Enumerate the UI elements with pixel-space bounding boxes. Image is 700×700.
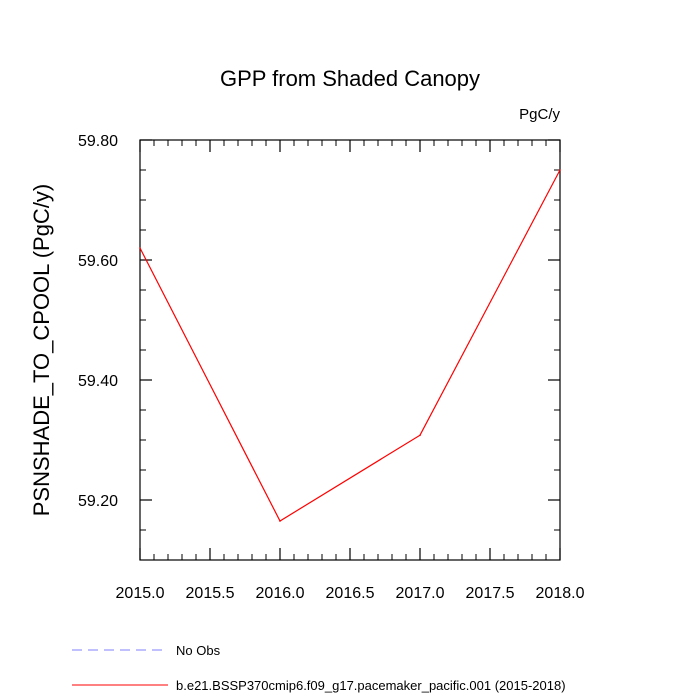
- y-tick-label: 59.20: [78, 493, 118, 510]
- x-tick-label: 2015.0: [116, 585, 165, 602]
- series-lines: [139, 169, 561, 522]
- data-point: [559, 169, 561, 171]
- legend-swatch-series: [72, 684, 168, 686]
- x-tick-label: 2017.5: [466, 585, 515, 602]
- legend-swatch-no-obs: [72, 649, 168, 651]
- series-line: [139, 169, 561, 522]
- axis-ticks: [139, 139, 561, 561]
- y-tick-label: 59.40: [78, 373, 118, 390]
- units-label: PgC/y: [519, 106, 560, 123]
- legend-label-no-obs: No Obs: [176, 642, 221, 658]
- y-axis-label: PSNSHADE_TO_CPOOL (PgC/y): [29, 183, 54, 517]
- x-tick-label: 2017.0: [396, 585, 445, 602]
- data-point: [419, 434, 421, 437]
- legend-entry-no-obs: No Obs: [72, 640, 220, 660]
- x-tick-label: 2016.5: [326, 585, 375, 602]
- x-tick-label: 2016.0: [256, 585, 305, 602]
- legend-label-series: b.e21.BSSP370cmip6.f09_g17.pacemaker_pac…: [176, 677, 566, 693]
- y-tick-label: 59.60: [78, 253, 118, 270]
- x-tick-label: 2018.0: [536, 585, 585, 602]
- x-tick-label: 2015.5: [186, 585, 235, 602]
- data-point: [279, 520, 281, 522]
- chart-title: GPP from Shaded Canopy: [219, 66, 481, 91]
- axis-tick-labels: 2015.0 2015.5 2016.0 2016.5 2017.0 2017.5 2018…: [78, 133, 585, 602]
- legend-entry-series: b.e21.BSSP370cmip6.f09_g17.pacemaker_pac…: [72, 675, 566, 695]
- plot-frame: [139, 139, 561, 561]
- data-point: [139, 247, 141, 249]
- y-tick-label: 59.80: [78, 133, 118, 150]
